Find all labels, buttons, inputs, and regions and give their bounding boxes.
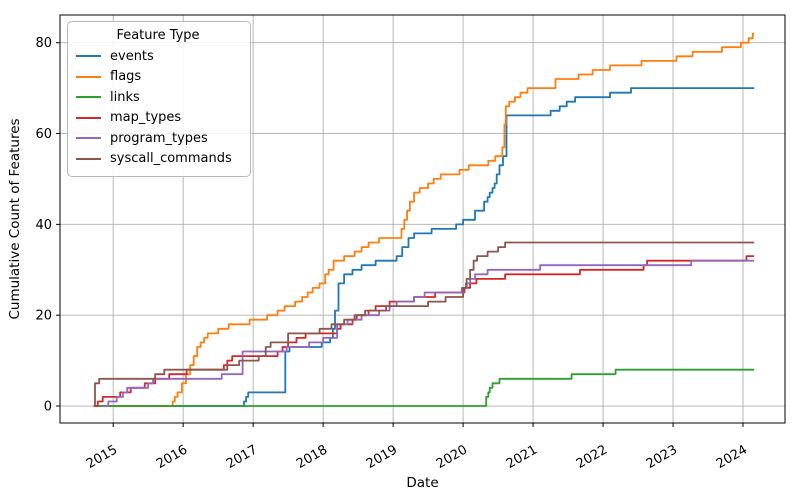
legend-line-swatch-syscall_commands bbox=[76, 157, 101, 160]
legend-label-flags: flags bbox=[110, 69, 142, 85]
x-tick-label-2021: 2021 bbox=[504, 442, 540, 472]
series-line-program_types bbox=[102, 259, 755, 407]
legend-line-swatch-program_types bbox=[76, 137, 101, 140]
legend-item-flags: flags bbox=[76, 67, 240, 88]
legend-item-events: events bbox=[76, 46, 240, 67]
series-line-links bbox=[93, 368, 755, 407]
legend-line-swatch-links bbox=[76, 96, 101, 99]
x-tick-label-2020: 2020 bbox=[434, 442, 470, 472]
x-tick-label-2022: 2022 bbox=[574, 442, 610, 472]
series-line-map_types bbox=[95, 255, 755, 407]
series-line-events bbox=[95, 87, 755, 407]
legend-label-links: links bbox=[110, 89, 140, 105]
x-tick-label-2018: 2018 bbox=[294, 442, 330, 472]
legend-item-syscall_commands: syscall_commands bbox=[76, 149, 240, 170]
x-tick-label-2019: 2019 bbox=[364, 442, 400, 472]
x-tick-label-2023: 2023 bbox=[644, 442, 680, 472]
series-line-flags bbox=[95, 32, 755, 407]
legend-title: Feature Type bbox=[116, 28, 200, 43]
y-tick-label-40: 40 bbox=[35, 218, 52, 233]
legend-item-links: links bbox=[76, 87, 240, 108]
legend-line-swatch-map_types bbox=[76, 116, 101, 119]
x-tick-label-2016: 2016 bbox=[154, 442, 190, 472]
legend-line-swatch-flags bbox=[76, 75, 101, 78]
x-tick-label-2015: 2015 bbox=[84, 442, 120, 472]
plot-border bbox=[59, 14, 786, 424]
legend-item-map_types: map_types bbox=[76, 108, 240, 129]
y-tick-label-20: 20 bbox=[35, 309, 52, 324]
y-tick-label-60: 60 bbox=[35, 127, 52, 142]
x-tick-label-2024: 2024 bbox=[714, 442, 750, 472]
x-tick-label-2017: 2017 bbox=[224, 442, 260, 472]
legend-label-events: events bbox=[110, 48, 154, 64]
y-tick-label-0: 0 bbox=[44, 400, 52, 415]
legend-line-swatch-events bbox=[76, 55, 101, 58]
series-line-syscall_commands bbox=[93, 241, 755, 407]
legend-label-map_types: map_types bbox=[110, 110, 182, 126]
y-axis-label: Cumulative Count of Features bbox=[7, 118, 23, 319]
legend-item-program_types: program_types bbox=[76, 128, 240, 149]
y-tick-label-80: 80 bbox=[35, 36, 52, 51]
legend-label-program_types: program_types bbox=[110, 130, 208, 146]
legend-label-syscall_commands: syscall_commands bbox=[110, 151, 232, 167]
x-axis-label: Date bbox=[406, 475, 438, 491]
